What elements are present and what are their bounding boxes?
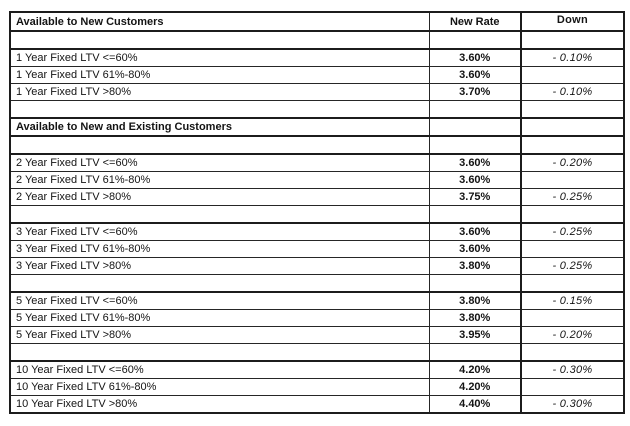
- table-row: 3 Year Fixed LTV <=60% 3.60% - 0.25%: [10, 223, 624, 241]
- rate-cell: 3.95%: [429, 326, 522, 344]
- rate-cell: 3.75%: [429, 188, 522, 206]
- rate-cell: [429, 100, 522, 119]
- spacer-row: [10, 274, 624, 293]
- spacer-row: [10, 205, 624, 224]
- down-cell: [521, 274, 624, 293]
- table-header-row: Available to New Customers New Rate Down: [10, 12, 624, 32]
- rate-cell: 4.20%: [429, 378, 522, 396]
- down-cell: [521, 31, 624, 50]
- column-header-product: Available to New Customers: [10, 12, 430, 32]
- down-cell: - 0.10%: [521, 83, 624, 101]
- rate-cell: 3.80%: [429, 257, 522, 275]
- table-row: 1 Year Fixed LTV 61%-80% 3.60%: [10, 66, 624, 84]
- table-row: 2 Year Fixed LTV <=60% 3.60% - 0.20%: [10, 154, 624, 172]
- spacer-row: [10, 31, 624, 50]
- section-title: Available to New and Existing Customers: [10, 118, 430, 137]
- product-cell: 3 Year Fixed LTV >80%: [10, 257, 430, 275]
- product-cell: [10, 31, 430, 50]
- rate-cell: 3.60%: [429, 154, 522, 172]
- down-cell: [521, 240, 624, 258]
- down-cell: - 0.30%: [521, 361, 624, 379]
- product-cell: 1 Year Fixed LTV <=60%: [10, 49, 430, 67]
- down-cell: [521, 343, 624, 362]
- down-cell: [521, 309, 624, 327]
- down-cell: [521, 378, 624, 396]
- product-cell: [10, 136, 430, 155]
- table-row: 10 Year Fixed LTV <=60% 4.20% - 0.30%: [10, 361, 624, 379]
- rate-cell: 4.20%: [429, 361, 522, 379]
- rate-cell: 3.60%: [429, 240, 522, 258]
- spacer-row: [10, 136, 624, 155]
- spacer-row: [10, 343, 624, 362]
- rate-cell: 3.80%: [429, 292, 522, 310]
- down-cell: - 0.15%: [521, 292, 624, 310]
- down-cell: [521, 66, 624, 84]
- table-row: 3 Year Fixed LTV 61%-80% 3.60%: [10, 240, 624, 258]
- rate-cell: 4.40%: [429, 395, 522, 413]
- rates-table: Available to New Customers New Rate Down…: [9, 11, 625, 414]
- rate-cell: [429, 205, 522, 224]
- table-row: 5 Year Fixed LTV >80% 3.95% - 0.20%: [10, 326, 624, 344]
- rate-cell: 3.70%: [429, 83, 522, 101]
- table-row: 3 Year Fixed LTV >80% 3.80% - 0.25%: [10, 257, 624, 275]
- product-cell: 10 Year Fixed LTV 61%-80%: [10, 378, 430, 396]
- column-header-down: Down: [521, 12, 624, 32]
- rate-cell: [429, 136, 522, 155]
- rate-cell: [429, 118, 522, 137]
- product-cell: 1 Year Fixed LTV >80%: [10, 83, 430, 101]
- table-row: 1 Year Fixed LTV <=60% 3.60% - 0.10%: [10, 49, 624, 67]
- product-cell: [10, 343, 430, 362]
- product-cell: 10 Year Fixed LTV >80%: [10, 395, 430, 413]
- down-cell: - 0.20%: [521, 326, 624, 344]
- rate-cell: 3.80%: [429, 309, 522, 327]
- down-cell: - 0.20%: [521, 154, 624, 172]
- table-row: 2 Year Fixed LTV 61%-80% 3.60%: [10, 171, 624, 189]
- product-cell: 2 Year Fixed LTV <=60%: [10, 154, 430, 172]
- spacer-row: [10, 100, 624, 119]
- down-cell: [521, 171, 624, 189]
- product-cell: 5 Year Fixed LTV >80%: [10, 326, 430, 344]
- product-cell: 5 Year Fixed LTV 61%-80%: [10, 309, 430, 327]
- product-cell: [10, 274, 430, 293]
- product-cell: 2 Year Fixed LTV >80%: [10, 188, 430, 206]
- column-header-new-rate: New Rate: [429, 12, 522, 32]
- product-cell: 3 Year Fixed LTV <=60%: [10, 223, 430, 241]
- down-cell: [521, 136, 624, 155]
- product-cell: 3 Year Fixed LTV 61%-80%: [10, 240, 430, 258]
- rate-cell: 3.60%: [429, 171, 522, 189]
- down-cell: - 0.25%: [521, 188, 624, 206]
- rate-cell: [429, 31, 522, 50]
- down-cell: [521, 205, 624, 224]
- rate-cell: 3.60%: [429, 66, 522, 84]
- product-cell: 10 Year Fixed LTV <=60%: [10, 361, 430, 379]
- section-header-row: Available to New and Existing Customers: [10, 118, 624, 137]
- table-row: 10 Year Fixed LTV 61%-80% 4.20%: [10, 378, 624, 396]
- product-cell: 5 Year Fixed LTV <=60%: [10, 292, 430, 310]
- down-cell: [521, 100, 624, 119]
- product-cell: [10, 205, 430, 224]
- product-cell: [10, 100, 430, 119]
- rate-cell: [429, 274, 522, 293]
- down-cell: - 0.30%: [552, 398, 593, 410]
- table-row: 1 Year Fixed LTV >80% 3.70% - 0.10%: [10, 83, 624, 101]
- product-cell: 2 Year Fixed LTV 61%-80%: [10, 171, 430, 189]
- rate-cell: 3.60%: [429, 49, 522, 67]
- rate-cell: [429, 343, 522, 362]
- down-cell: - 0.25%: [521, 257, 624, 275]
- table-row: 5 Year Fixed LTV 61%-80% 3.80%: [10, 309, 624, 327]
- table-row: 2 Year Fixed LTV >80% 3.75% - 0.25%: [10, 188, 624, 206]
- table-row: 5 Year Fixed LTV <=60% 3.80% - 0.15%: [10, 292, 624, 310]
- down-cell: - 0.25%: [521, 223, 624, 241]
- table-row: 10 Year Fixed LTV >80% 4.40% - 0.30%: [10, 395, 624, 413]
- rate-cell: 3.60%: [429, 223, 522, 241]
- product-cell: 1 Year Fixed LTV 61%-80%: [10, 66, 430, 84]
- down-cell: [521, 118, 624, 137]
- rates-table-container: Available to New Customers New Rate Down…: [9, 11, 625, 414]
- down-cell: - 0.10%: [521, 49, 624, 67]
